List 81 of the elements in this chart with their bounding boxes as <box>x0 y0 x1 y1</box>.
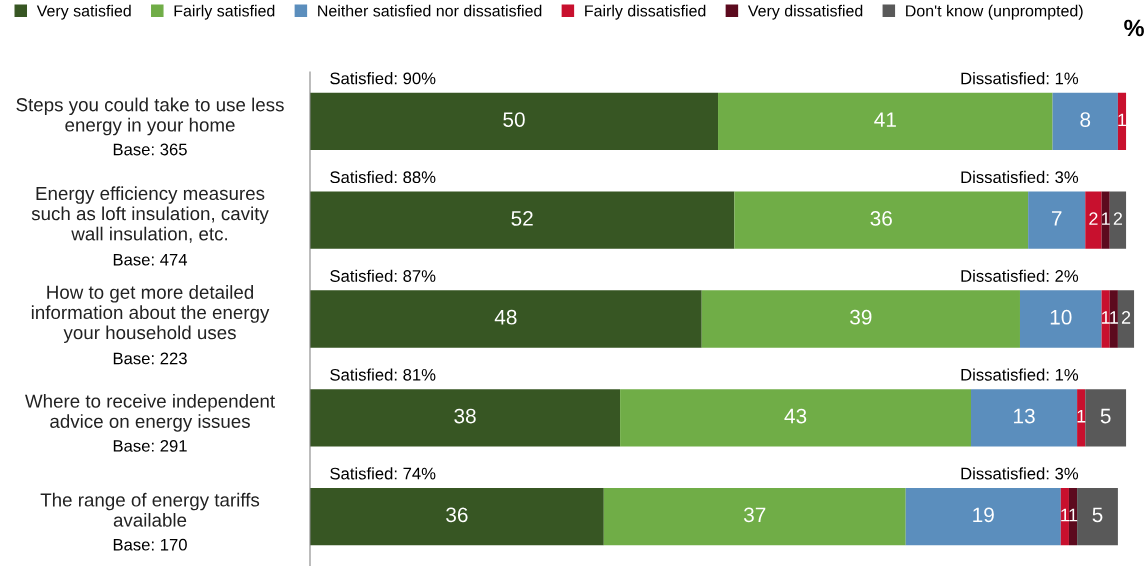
data-label: 38 <box>454 408 476 424</box>
bar <box>905 487 1061 546</box>
bar <box>1101 191 1110 249</box>
annotation: Dissatisfied: 3% <box>961 467 1079 480</box>
data-label: 5 <box>1092 507 1103 523</box>
data-label: 39 <box>850 309 872 325</box>
annotation: Satisfied: 74% <box>330 467 436 480</box>
data-label: 1 <box>1077 410 1086 423</box>
legend-label: Fairly dissatisfied <box>585 4 706 20</box>
data-label: 43 <box>784 408 807 424</box>
data-label: 1 <box>1069 508 1078 522</box>
data-label: 2 <box>1089 212 1098 225</box>
data-label: 37 <box>743 507 766 523</box>
legend-label: Neither satisfied nor dissatisfied <box>318 4 542 17</box>
bar <box>310 92 719 151</box>
bar <box>310 389 621 447</box>
annotation: Satisfied: 87% <box>330 269 436 282</box>
legend-label: Fairly satisfied <box>174 4 275 20</box>
data-label: 2 <box>1113 212 1123 225</box>
bar <box>620 389 972 447</box>
bar <box>1077 389 1086 447</box>
bar <box>1117 290 1135 348</box>
data-label: 10 <box>1050 309 1072 325</box>
annotation: Satisfied: 90% <box>330 72 436 85</box>
bar <box>1028 191 1086 249</box>
x-axis-title: % <box>1124 19 1144 37</box>
text: Base: 223 <box>113 352 187 365</box>
annotation: Dissatisfied: 2% <box>961 269 1079 282</box>
data-label: 1 <box>1061 508 1069 522</box>
bar <box>1117 92 1127 151</box>
bar <box>1085 389 1127 447</box>
bar <box>1019 290 1102 348</box>
bar <box>718 92 1053 151</box>
bar <box>1068 487 1078 546</box>
legend-label: Very satisfied <box>36 4 131 20</box>
data-label: 50 <box>503 112 525 127</box>
annotation: Dissatisfied: 1% <box>961 368 1079 381</box>
data-label: 48 <box>494 309 517 325</box>
data-label: 52 <box>511 211 533 226</box>
data-label: 36 <box>870 211 892 226</box>
bar <box>701 290 1020 348</box>
annotation: Satisfied: 88% <box>330 170 436 184</box>
legend-label: Don't know (unprompted) <box>906 4 1083 20</box>
bar <box>1052 92 1118 151</box>
text: Base: 474 <box>113 253 188 266</box>
bar <box>1109 191 1127 249</box>
bar <box>603 487 906 546</box>
annotation: Satisfied: 81% <box>330 368 436 381</box>
bar <box>971 389 1078 447</box>
data-label: 36 <box>446 507 468 523</box>
bar <box>310 487 604 546</box>
data-label: 8 <box>1080 112 1091 127</box>
text: Base: 291 <box>113 439 187 452</box>
bar <box>1109 290 1118 348</box>
text: Base: 365 <box>113 143 187 156</box>
data-label: 2 <box>1121 311 1131 324</box>
data-label: 1 <box>1110 311 1118 324</box>
data-label: 5 <box>1100 408 1111 424</box>
y-tick-label: The range of energy tariffs available <box>40 492 260 527</box>
data-label: 19 <box>973 507 994 523</box>
y-tick-label: How to get more detailed information about the energy your household uses <box>31 285 270 343</box>
bar <box>1077 487 1118 546</box>
annotation: Dissatisfied: 1% <box>961 72 1079 85</box>
data-label: 1 <box>1102 311 1110 324</box>
data-label: 1 <box>1118 113 1127 127</box>
data-label: 1 <box>1102 212 1110 225</box>
y-tick-label: Where to receive independent advice on energy issues <box>25 394 275 432</box>
bar <box>1101 290 1110 348</box>
y-tick-label: Steps you could take to use less energy in your home <box>16 97 284 136</box>
bar <box>310 191 735 249</box>
data-label: 7 <box>1051 211 1062 226</box>
bar <box>734 191 1029 249</box>
text: Base: 170 <box>113 538 187 551</box>
bar <box>1060 487 1069 546</box>
y-tick-label: Energy efficiency measures such as loft insulation, cavity wall insulation, etc. <box>31 186 269 243</box>
data-label: 41 <box>874 112 896 127</box>
annotation: Dissatisfied: 3% <box>961 170 1079 184</box>
legend-label: Very dissatisfied <box>747 4 863 20</box>
bar <box>1085 191 1102 249</box>
data-label: 13 <box>1014 408 1035 424</box>
bar <box>310 290 702 348</box>
